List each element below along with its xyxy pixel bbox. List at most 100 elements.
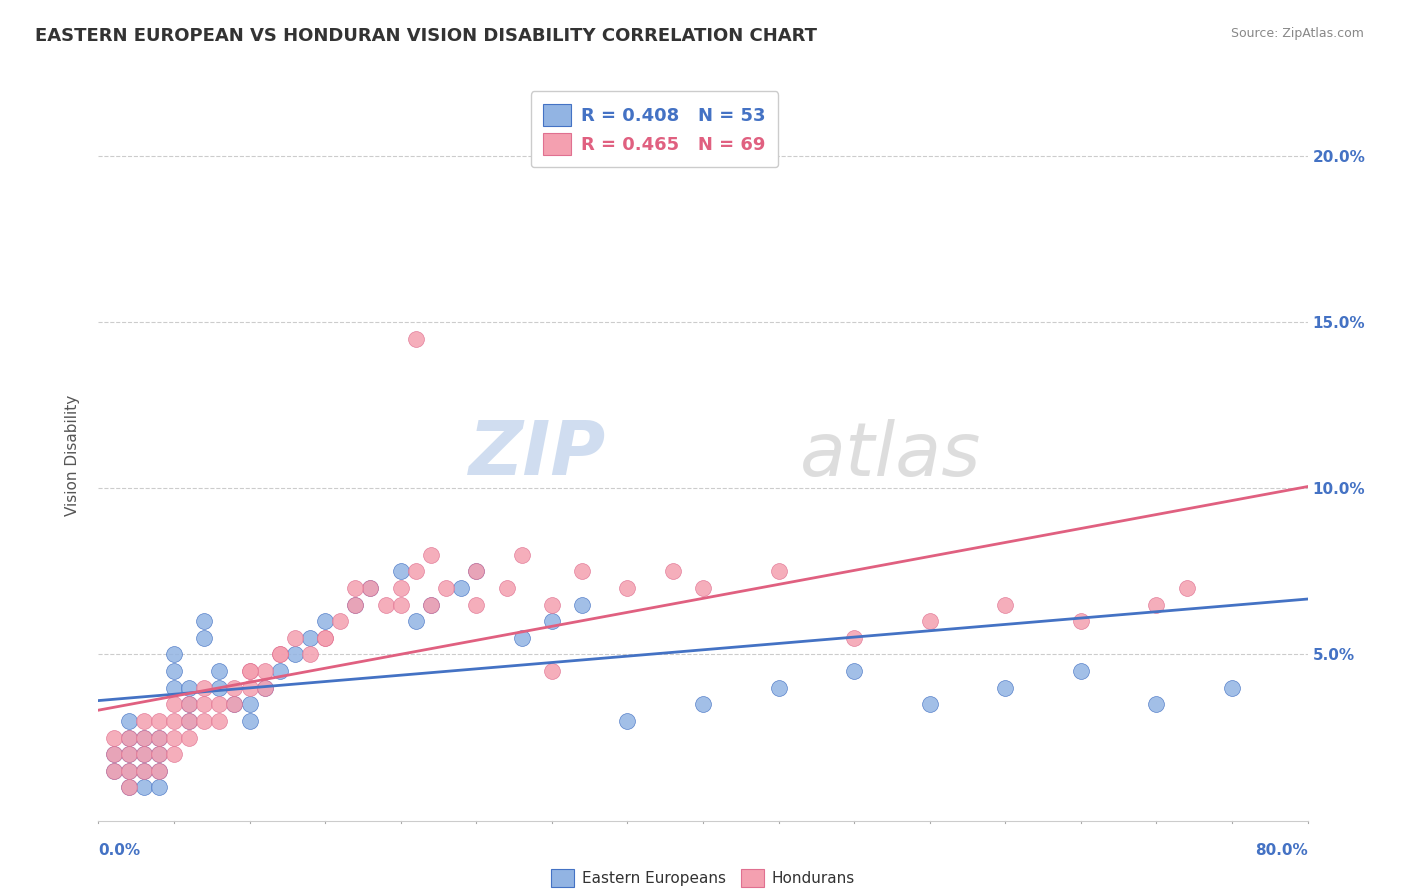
Point xyxy=(1070,664,1092,678)
Point xyxy=(163,681,186,695)
Point xyxy=(132,764,155,778)
Point xyxy=(344,581,367,595)
Point xyxy=(132,747,155,761)
Point xyxy=(179,714,201,728)
Point xyxy=(148,747,170,761)
Point xyxy=(661,564,683,578)
Point xyxy=(571,564,593,578)
Point xyxy=(495,581,517,595)
Legend: Eastern Europeans, Hondurans: Eastern Europeans, Hondurans xyxy=(544,861,862,892)
Point xyxy=(224,681,246,695)
Text: Source: ZipAtlas.com: Source: ZipAtlas.com xyxy=(1230,27,1364,40)
Point xyxy=(329,614,352,628)
Point xyxy=(540,598,562,612)
Point xyxy=(420,548,443,562)
Point xyxy=(1070,614,1092,628)
Point xyxy=(994,598,1017,612)
Point xyxy=(510,631,533,645)
Point xyxy=(103,731,125,745)
Point xyxy=(118,780,141,795)
Point xyxy=(118,731,141,745)
Point xyxy=(179,698,201,712)
Point xyxy=(616,581,638,595)
Point xyxy=(269,664,291,678)
Point xyxy=(1144,698,1167,712)
Point xyxy=(450,581,472,595)
Point xyxy=(405,614,427,628)
Point xyxy=(118,780,141,795)
Point xyxy=(540,115,562,129)
Point xyxy=(844,664,866,678)
Text: EASTERN EUROPEAN VS HONDURAN VISION DISABILITY CORRELATION CHART: EASTERN EUROPEAN VS HONDURAN VISION DISA… xyxy=(35,27,817,45)
Point xyxy=(148,731,170,745)
Point xyxy=(163,731,186,745)
Point xyxy=(994,681,1017,695)
Point xyxy=(434,581,457,595)
Point xyxy=(208,714,231,728)
Point xyxy=(239,698,262,712)
Point xyxy=(692,698,714,712)
Point xyxy=(571,598,593,612)
Point xyxy=(239,664,262,678)
Point xyxy=(405,564,427,578)
Point xyxy=(389,581,412,595)
Point xyxy=(148,764,170,778)
Point xyxy=(1220,681,1243,695)
Text: 80.0%: 80.0% xyxy=(1254,843,1308,857)
Point xyxy=(179,681,201,695)
Point xyxy=(269,648,291,662)
Point xyxy=(132,731,155,745)
Point xyxy=(208,681,231,695)
Point xyxy=(118,764,141,778)
Point xyxy=(253,681,276,695)
Point xyxy=(118,714,141,728)
Point xyxy=(420,598,443,612)
Point xyxy=(193,681,215,695)
Point xyxy=(193,614,215,628)
Point xyxy=(179,714,201,728)
Point xyxy=(299,631,322,645)
Text: 0.0%: 0.0% xyxy=(98,843,141,857)
Point xyxy=(193,631,215,645)
Point xyxy=(118,731,141,745)
Y-axis label: Vision Disability: Vision Disability xyxy=(65,394,80,516)
Point xyxy=(284,631,307,645)
Point xyxy=(360,581,382,595)
Point xyxy=(269,648,291,662)
Point xyxy=(768,564,790,578)
Point xyxy=(844,631,866,645)
Point xyxy=(389,564,412,578)
Text: ZIP: ZIP xyxy=(470,418,606,491)
Point xyxy=(1175,581,1198,595)
Point xyxy=(239,664,262,678)
Point xyxy=(163,747,186,761)
Point xyxy=(344,598,367,612)
Point xyxy=(224,698,246,712)
Point xyxy=(148,714,170,728)
Point xyxy=(132,731,155,745)
Point xyxy=(193,698,215,712)
Point xyxy=(163,648,186,662)
Point xyxy=(224,698,246,712)
Point xyxy=(148,764,170,778)
Point xyxy=(118,747,141,761)
Point xyxy=(163,714,186,728)
Point xyxy=(239,714,262,728)
Point xyxy=(768,681,790,695)
Point xyxy=(103,764,125,778)
Point xyxy=(299,648,322,662)
Point xyxy=(193,714,215,728)
Point xyxy=(284,648,307,662)
Point xyxy=(103,747,125,761)
Point xyxy=(360,581,382,595)
Point xyxy=(314,614,336,628)
Point xyxy=(540,614,562,628)
Point xyxy=(314,631,336,645)
Point xyxy=(163,698,186,712)
Point xyxy=(540,664,562,678)
Point xyxy=(918,698,941,712)
Point xyxy=(239,681,262,695)
Point xyxy=(465,598,488,612)
Point xyxy=(344,598,367,612)
Point xyxy=(465,564,488,578)
